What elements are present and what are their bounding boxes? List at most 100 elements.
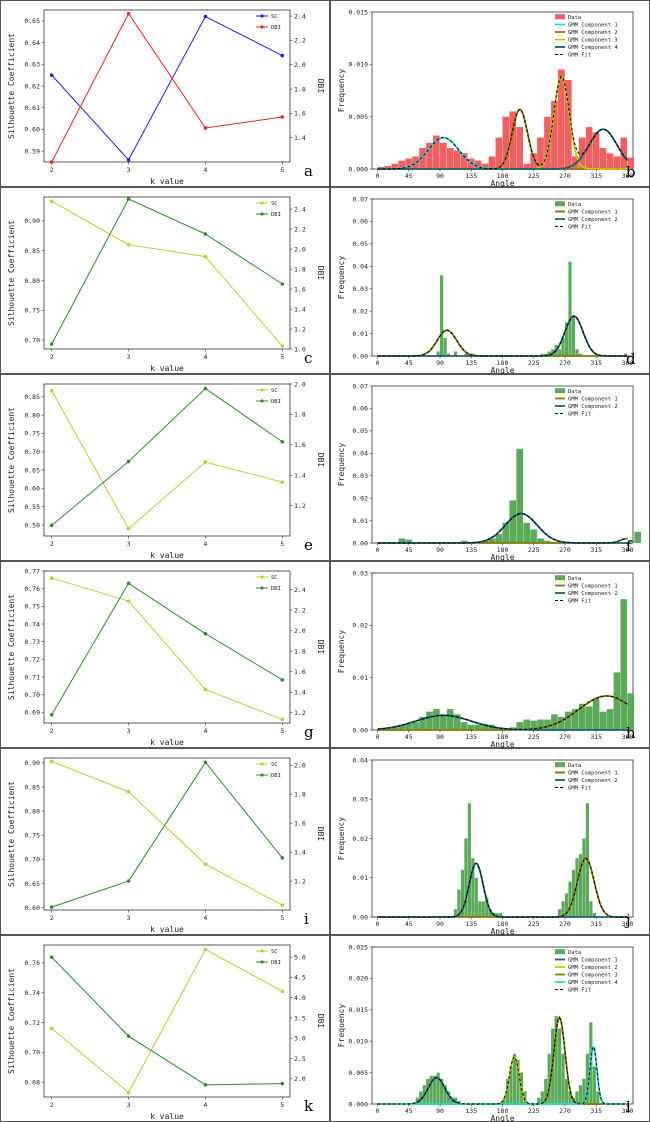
y-tick-label: 0.70	[24, 1049, 40, 1057]
y-axis-label: Silhouette Coefficient	[7, 781, 16, 887]
hist-bar	[436, 351, 440, 356]
y-tick-label: 0.010	[348, 1038, 368, 1046]
x-tick-label: 45	[405, 172, 413, 180]
hist-bar	[391, 727, 399, 730]
x-tick-label: 270	[559, 546, 571, 554]
hist-bar	[530, 529, 537, 543]
legend-label: DBI	[271, 25, 281, 31]
hist-bar	[412, 722, 419, 730]
y2-tick-label: 1.4	[294, 472, 306, 480]
panel-label: e	[304, 536, 313, 554]
hist-bar	[509, 1066, 513, 1104]
legend-swatch	[555, 762, 565, 768]
data-point-sc	[49, 759, 54, 764]
hist-bar	[502, 1097, 506, 1104]
series-line-sc	[51, 577, 283, 720]
hist-bar	[561, 901, 565, 917]
y2-tick-label: 1.2	[294, 709, 306, 717]
y2-axis-label: DBI	[316, 453, 325, 468]
hist-bar	[481, 163, 489, 169]
y2-tick-label: 1.4	[294, 848, 306, 856]
data-point-sc	[280, 717, 285, 722]
data-point-dbi	[280, 115, 285, 119]
hist-bar	[440, 714, 447, 730]
y-axis-label: Frequency	[337, 817, 346, 861]
y-tick-label: 0.59	[24, 147, 40, 155]
y-tick-label: 0.64	[24, 39, 40, 47]
data-point-sc	[280, 344, 285, 348]
hist-bar	[578, 1085, 583, 1104]
y2-tick-label: 1.4	[294, 305, 306, 313]
y-tick-label: 0.85	[24, 247, 40, 255]
hist-bar	[558, 909, 562, 917]
hist-bar	[419, 148, 426, 169]
y-tick-label: 0.03	[352, 472, 368, 480]
panel-label: k	[304, 1097, 314, 1115]
hist-bar	[606, 153, 614, 169]
legend-label: SC	[271, 14, 278, 20]
plot-frame	[43, 757, 291, 911]
y-tick-label: 0.010	[348, 61, 368, 69]
hist-bar	[457, 889, 461, 917]
y2-tick-label: 1.8	[294, 85, 306, 93]
hist-panel-h: 0 45 90 135 180 225 270 315 360 0.00 0.01 0.02 0.03 A…	[337, 569, 636, 749]
legend-label: GMM Fit	[568, 225, 591, 231]
hist-bar	[405, 539, 412, 543]
y-tick-label: 0.65	[24, 880, 40, 888]
x-tick-label: 2	[50, 353, 54, 361]
hist-bar	[453, 150, 461, 169]
y-tick-label: 0.03	[352, 569, 368, 577]
hist-bar	[488, 909, 492, 917]
hist-bar	[544, 116, 551, 169]
line-panel-a: 2 3 4 5 0.59 0.60 0.61 0.62 0.63 0.64 0.65 1.4 1.6 1.…	[7, 9, 325, 186]
y2-tick-label: 1.6	[294, 668, 306, 676]
y-axis-label: Silhouette Coefficient	[7, 407, 16, 513]
legend-label: GMM Component 1	[568, 210, 618, 216]
panel-label: h	[626, 724, 636, 742]
legend-marker	[260, 399, 264, 403]
data-point-dbi	[126, 581, 131, 586]
data-point-dbi	[203, 760, 208, 765]
y-tick-label: 0.80	[24, 411, 40, 419]
hist-bar	[523, 522, 530, 543]
hist-bar	[443, 338, 447, 356]
y-tick-label: 0.70	[24, 856, 40, 864]
x-tick-label: 135	[465, 546, 477, 554]
legend-label: DBI	[271, 773, 281, 779]
x-tick-label: 3	[127, 914, 131, 922]
hist-bar	[537, 1097, 541, 1104]
data-point-dbi	[49, 160, 54, 164]
data-point-sc	[280, 903, 285, 907]
x-tick-label: 3	[127, 166, 131, 174]
legend-label: SC	[271, 388, 278, 394]
y2-axis-label: DBI	[316, 827, 325, 842]
hist-bar	[398, 538, 406, 543]
hist-bar	[453, 1097, 458, 1104]
legend-label: Data	[568, 389, 581, 395]
data-point-dbi	[49, 712, 54, 717]
legend-label: GMM Fit	[568, 599, 591, 605]
hist-bar	[568, 881, 572, 917]
x-tick-label: 5	[280, 540, 284, 548]
y-tick-label: 0.07	[352, 382, 368, 390]
hist-bar	[419, 1091, 423, 1104]
y-tick-label: 0.005	[348, 113, 368, 121]
data-point-sc	[126, 158, 131, 162]
y-tick-label: 0.015	[348, 1006, 368, 1014]
y-tick-label: 0.71	[24, 673, 40, 681]
y-tick-label: 0.000	[348, 165, 368, 173]
hist-bar	[606, 709, 614, 730]
plot-frame	[43, 570, 291, 724]
hist-bar	[460, 540, 468, 543]
y-tick-label: 0.06	[352, 218, 368, 226]
panel-label: g	[304, 723, 314, 741]
hist-bar	[405, 158, 412, 169]
x-axis-label: k value	[150, 177, 184, 186]
y-axis-label: Silhouette Coefficient	[7, 220, 16, 326]
x-axis-label: k value	[150, 364, 184, 373]
hist-bar	[488, 156, 496, 169]
x-tick-label: 2	[50, 166, 54, 174]
x-tick-label: 90	[436, 1107, 444, 1115]
hist-bar	[582, 1078, 586, 1104]
y-tick-label: 0.02	[352, 494, 368, 502]
